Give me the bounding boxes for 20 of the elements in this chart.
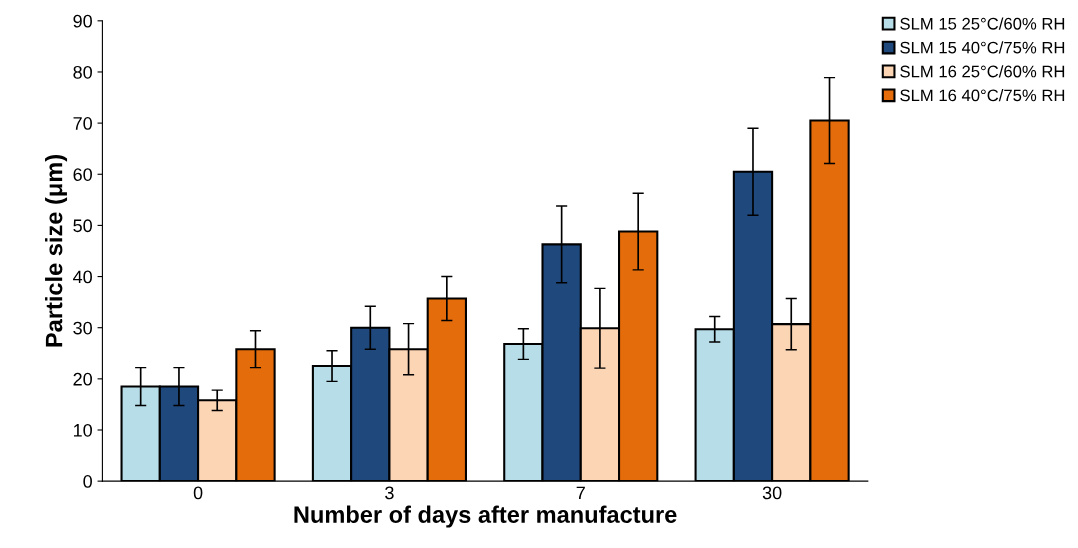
y-tick-label: 50 (73, 219, 92, 233)
y-tick-label: 30 (73, 321, 92, 335)
y-tick-label: 80 (73, 65, 92, 79)
y-tick-label: 10 (73, 423, 92, 437)
y-tick-label: 0 (83, 475, 92, 488)
legend-label: SLM 15 25°C/60% RH (900, 17, 1065, 30)
legend-label: SLM 16 40°C/75% RH (900, 89, 1065, 102)
y-axis-title: Particle size (μm) (45, 155, 68, 347)
x-tick-label: 7 (576, 486, 585, 500)
y-tick-label: 60 (73, 168, 92, 181)
legend-label: SLM 15 40°C/75% RH (900, 41, 1065, 54)
x-tick-label: 0 (193, 486, 203, 500)
x-tick-label: 30 (762, 486, 782, 500)
y-tick-label: 40 (73, 270, 92, 284)
legend-label: SLM 16 25°C/60% RH (900, 65, 1065, 78)
x-tick-label: 3 (385, 486, 394, 500)
y-tick-label: 20 (73, 372, 92, 386)
y-tick-label: 90 (73, 14, 92, 28)
y-tick-label: 70 (73, 117, 92, 130)
x-axis-title: Number of days after manufacture (294, 505, 677, 528)
